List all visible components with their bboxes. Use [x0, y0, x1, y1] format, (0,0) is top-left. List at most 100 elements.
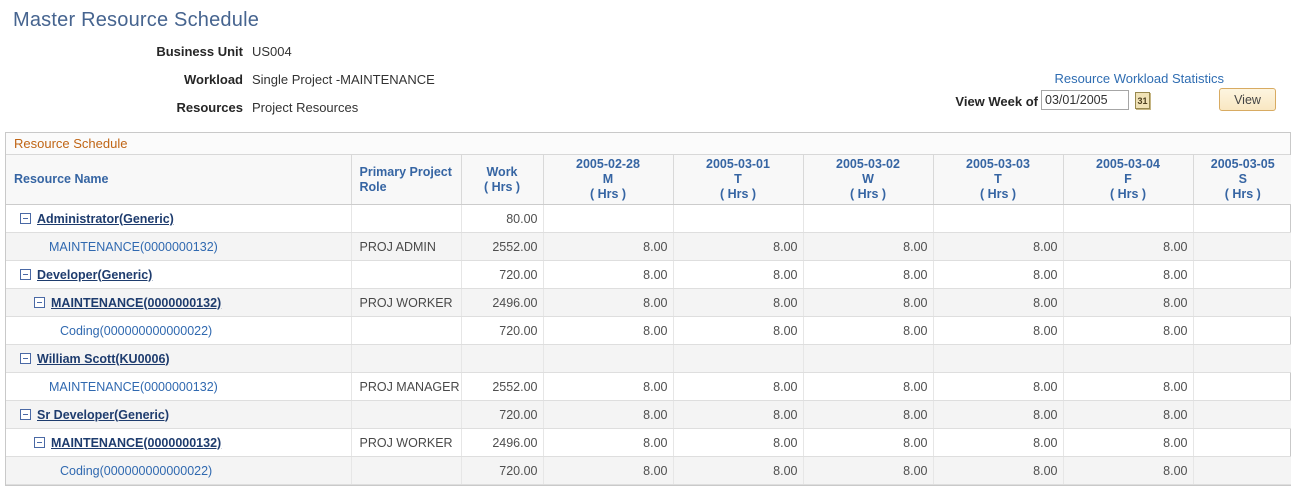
column-header-text: 2005-02-28 [576, 157, 640, 171]
day-hours-cell: 8.00 [933, 260, 1064, 289]
table-row: MAINTENANCE(0000000132) PROJ MANAGER 2552.… [6, 372, 1291, 401]
column-header-text: Primary Project [359, 164, 452, 179]
primary-project-role-cell [351, 316, 462, 345]
page-title: Master Resource Schedule [13, 9, 260, 31]
day-hours-cell: 8.00 [1063, 316, 1194, 345]
collapse-minus-icon[interactable] [20, 353, 31, 364]
column-header-work-hrs: Work( Hrs ) [461, 155, 544, 205]
day-hours-cell [1193, 428, 1291, 457]
resource-link[interactable]: Developer(Generic) [37, 267, 153, 282]
day-hours-cell: 8.00 [673, 316, 804, 345]
column-header-text: ( Hrs ) [719, 187, 757, 201]
day-hours-cell [543, 344, 674, 373]
resource-link[interactable]: Administrator(Generic) [37, 211, 174, 226]
resource-name-cell: Coding(000000000000022) [6, 456, 352, 485]
primary-project-role-cell: PROJ ADMIN [351, 232, 462, 261]
column-header-text: T [994, 172, 1002, 186]
work-hours-cell: 720.00 [461, 456, 544, 485]
column-header-text: M [602, 172, 614, 186]
resource-label: Coding(000000000000022) [60, 323, 213, 338]
day-hours-cell: 8.00 [803, 288, 934, 317]
column-header-text: Role [359, 179, 387, 194]
resource-link[interactable]: Sr Developer(Generic) [37, 407, 169, 422]
column-header-day-2005-03-04: 2005-03-04 F( Hrs ) [1063, 155, 1194, 205]
view-week-of-label: View Week of [955, 94, 1038, 109]
collapse-minus-icon[interactable] [20, 409, 31, 420]
column-header-text: T [734, 172, 742, 186]
business-unit-value: US004 [252, 44, 292, 59]
work-hours-cell: 720.00 [461, 316, 544, 345]
day-hours-cell [1193, 400, 1291, 429]
day-hours-cell: 8.00 [803, 428, 934, 457]
resource-name-cell: Coding(000000000000022) [6, 316, 352, 345]
day-hours-cell [1193, 232, 1291, 261]
column-header-day-2005-03-01: 2005-03-01 T( Hrs ) [673, 155, 804, 205]
day-hours-cell [1193, 316, 1291, 345]
resource-link[interactable]: William Scott(KU0006) [37, 351, 170, 366]
primary-project-role-cell [351, 204, 462, 233]
day-hours-cell [1193, 456, 1291, 485]
day-hours-cell: 8.00 [673, 232, 804, 261]
work-hours-cell: 2552.00 [461, 232, 544, 261]
resource-schedule-table: Resource Name Primary Project Role Work( Hr… [6, 155, 1291, 485]
column-header-primary-project-role: Primary Project Role [351, 155, 462, 205]
collapse-minus-icon[interactable] [20, 213, 31, 224]
view-week-of-input[interactable] [1041, 90, 1129, 110]
column-header-text: 2005-03-03 [966, 157, 1030, 171]
column-header-day-2005-03-03: 2005-03-03 T( Hrs ) [933, 155, 1064, 205]
day-hours-cell [803, 204, 934, 233]
column-header-text: 2005-03-05 [1210, 157, 1275, 171]
column-header-text: 2005-03-02 [836, 157, 900, 171]
resource-name-cell: MAINTENANCE(0000000132) [6, 232, 352, 261]
collapse-minus-icon[interactable] [34, 437, 45, 448]
table-row: Coding(000000000000022) 720.00 8.00 8.00 8.0… [6, 456, 1291, 485]
table-row: Coding(000000000000022) 720.00 8.00 8.00 8.0… [6, 316, 1291, 345]
view-button[interactable]: View [1219, 88, 1276, 111]
day-hours-cell: 8.00 [543, 372, 674, 401]
column-header-day-2005-03-02: 2005-03-02 W( Hrs ) [803, 155, 934, 205]
work-hours-cell: 2496.00 [461, 288, 544, 317]
day-hours-cell: 8.00 [673, 288, 804, 317]
day-hours-cell: 8.00 [1063, 288, 1194, 317]
resource-label: MAINTENANCE(0000000132) [49, 379, 218, 394]
day-hours-cell: 8.00 [933, 316, 1064, 345]
resource-name-cell: MAINTENANCE(0000000132) [6, 372, 352, 401]
collapse-minus-icon[interactable] [34, 297, 45, 308]
table-row: Administrator(Generic) 80.00 [6, 204, 1291, 233]
column-header-text: ( Hrs ) [1224, 187, 1261, 201]
table-row: William Scott(KU0006) [6, 344, 1291, 373]
day-hours-cell: 8.00 [803, 456, 934, 485]
column-header-text: Resource Name [14, 172, 109, 186]
primary-project-role-cell: PROJ MANAGER [351, 372, 462, 401]
calendar-31-icon[interactable]: 31 [1135, 92, 1150, 109]
grid-title: Resource Schedule [6, 133, 1290, 155]
collapse-minus-icon[interactable] [20, 269, 31, 280]
work-hours-cell: 2552.00 [461, 372, 544, 401]
resource-workload-statistics-link[interactable]: Resource Workload Statistics [1054, 71, 1224, 86]
business-unit-label: Business Unit [156, 44, 243, 59]
workload-value: Single Project -MAINTENANCE [252, 72, 435, 87]
column-header-text: W [862, 172, 874, 186]
resource-name-cell: Developer(Generic) [6, 260, 352, 289]
column-header-text: ( Hrs ) [849, 187, 887, 201]
day-hours-cell [933, 204, 1064, 233]
table-row: MAINTENANCE(0000000132) PROJ ADMIN 2552.00… [6, 232, 1291, 261]
column-header-day-2005-02-28: 2005-02-28 M( Hrs ) [543, 155, 674, 205]
resource-name-cell: Administrator(Generic) [6, 204, 352, 233]
resource-link[interactable]: MAINTENANCE(0000000132) [51, 435, 222, 450]
table-header-row: Resource Name Primary Project Role Work( Hr… [6, 155, 1291, 205]
table-row: Sr Developer(Generic) 720.00 8.00 8.00 8.00 8… [6, 400, 1291, 429]
resource-link[interactable]: MAINTENANCE(0000000132) [51, 295, 222, 310]
day-hours-cell: 8.00 [673, 428, 804, 457]
day-hours-cell: 8.00 [803, 232, 934, 261]
day-hours-cell: 8.00 [933, 456, 1064, 485]
day-hours-cell [1193, 344, 1291, 373]
day-hours-cell: 8.00 [543, 232, 674, 261]
column-header-day-2005-03-05: 2005-03-05 S( Hrs ) [1193, 155, 1291, 205]
day-hours-cell: 8.00 [673, 260, 804, 289]
day-hours-cell: 8.00 [543, 316, 674, 345]
primary-project-role-cell [351, 344, 462, 373]
resource-schedule-grid: Resource Schedule Resource Name Primary P… [5, 132, 1291, 486]
column-header-text: S [1238, 172, 1247, 186]
day-hours-cell: 8.00 [543, 288, 674, 317]
